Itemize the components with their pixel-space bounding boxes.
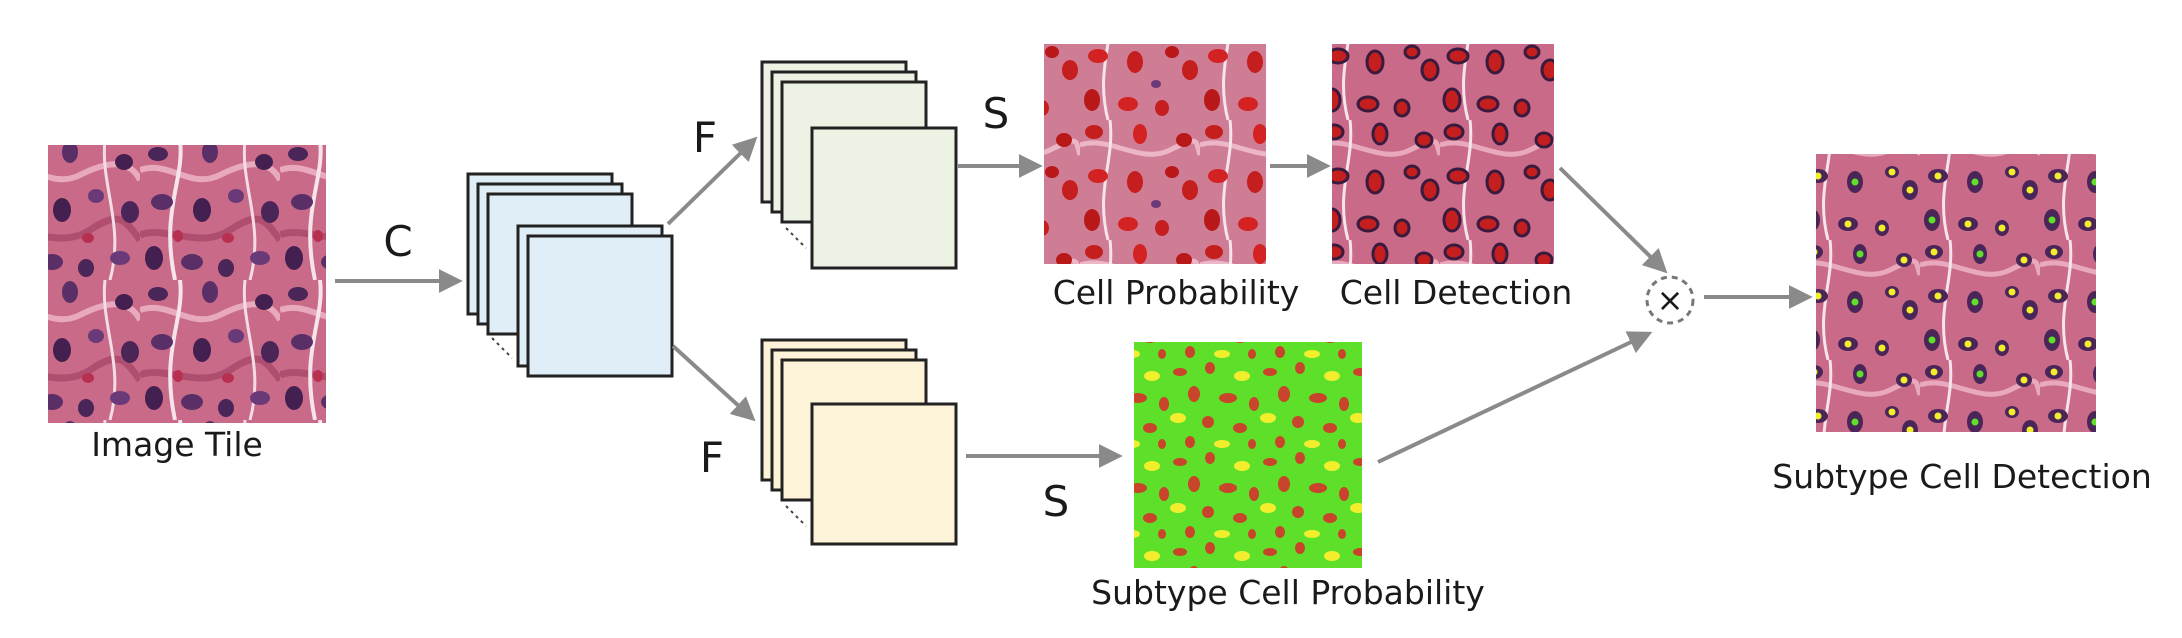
arrow-s-bottom: S [966, 444, 1123, 526]
cell-detection: Cell Detection [1332, 44, 1572, 312]
arrow-detection-to-multiply [1558, 166, 1668, 274]
image-tile-label: Image Tile [91, 425, 263, 464]
cell-probability-image [1044, 44, 1266, 264]
subtype-cell-detection-image [1816, 154, 2096, 432]
cell-detection-label: Cell Detection [1340, 273, 1572, 312]
arrow-c: C [335, 217, 463, 293]
arrow-s-top: S [958, 89, 1043, 178]
subtype-cell-detection: Subtype Cell Detection [1772, 154, 2152, 496]
operation-s-top-label: S [983, 89, 1010, 138]
image-tile: Image Tile [48, 145, 326, 464]
subtype-cell-probability-image [1134, 342, 1362, 568]
multiply-symbol: × [1657, 281, 1684, 319]
subtype-cell-probability: Subtype Cell Probability [1091, 342, 1485, 612]
operation-f-top-label: F [693, 113, 717, 162]
arrow-f-bottom: F [671, 344, 756, 482]
subtype-cell-detection-label: Subtype Cell Detection [1772, 457, 2152, 496]
cell-detection-image [1332, 44, 1554, 264]
subtype-cell-probability-label: Subtype Cell Probability [1091, 573, 1485, 612]
multiply-circle-icon: × [1645, 275, 1695, 325]
histology-image-icon [48, 145, 326, 423]
operation-f-bottom-label: F [700, 433, 724, 482]
f-bottom-feature-stack [760, 338, 958, 546]
conv-feature-stack [466, 172, 674, 378]
operation-s-bottom-label: S [1043, 477, 1070, 526]
cell-probability: Cell Probability [1044, 44, 1299, 312]
operation-c-label: C [383, 217, 412, 266]
arrow-subtype-to-multiply [1377, 331, 1653, 464]
f-top-feature-stack [760, 60, 958, 270]
cell-probability-label: Cell Probability [1053, 273, 1300, 312]
arrow-f-top: F [666, 113, 758, 226]
